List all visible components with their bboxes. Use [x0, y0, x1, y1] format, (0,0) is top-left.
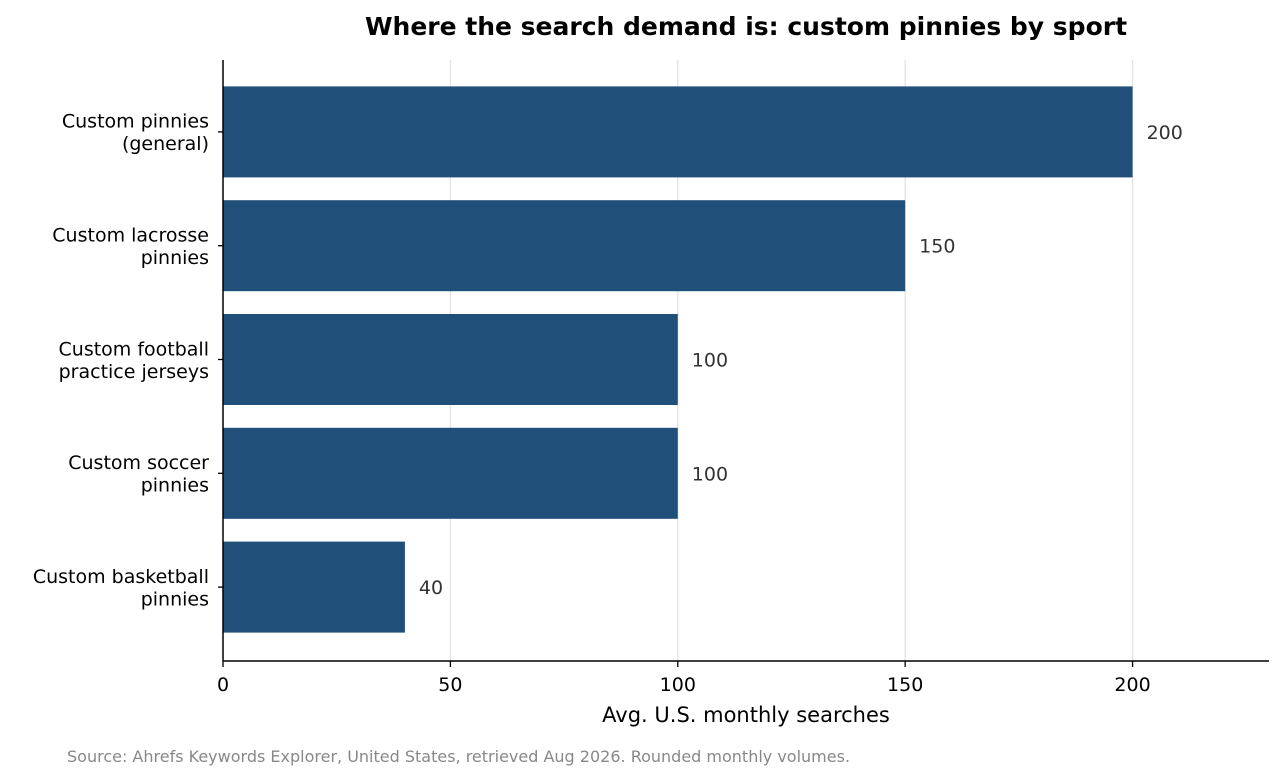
bar-layer: [223, 86, 1133, 633]
chart-title: Where the search demand is: custom pinni…: [365, 12, 1127, 41]
value-label-4: 40: [419, 577, 443, 599]
category-label-0-line-0: Custom pinnies: [62, 111, 209, 133]
bar-4: [223, 541, 405, 633]
source-note: Source: Ahrefs Keywords Explorer, United…: [67, 747, 850, 766]
x-tick-label-200: 200: [1114, 674, 1150, 696]
label-layer: 200 Custom pinnies(general) 150 Custom lacr…: [33, 111, 1183, 696]
axis-layer: [218, 60, 1269, 667]
x-tick-label-0: 0: [217, 674, 229, 696]
category-label-2-line-1: practice jerseys: [59, 361, 209, 383]
bar-1: [223, 200, 906, 292]
category-label-1-line-1: pinnies: [141, 247, 209, 269]
bar-2: [223, 314, 678, 405]
category-label-4-line-0: Custom basketball: [33, 566, 209, 588]
category-label-2-line-0: Custom football: [59, 338, 209, 360]
bar-0: [223, 86, 1133, 178]
category-label-3-line-0: Custom soccer: [68, 452, 209, 474]
value-label-2: 100: [692, 350, 728, 372]
x-tick-label-50: 50: [438, 674, 462, 696]
x-tick-label-100: 100: [660, 674, 696, 696]
x-axis-title: Avg. U.S. monthly searches: [602, 703, 890, 727]
value-label-0: 200: [1147, 122, 1183, 144]
bar-3: [223, 427, 678, 519]
category-label-0-line-1: (general): [122, 133, 209, 155]
category-label-4-line-1: pinnies: [141, 588, 209, 610]
category-label-1-line-0: Custom lacrosse: [52, 224, 209, 246]
category-label-3-line-1: pinnies: [141, 475, 209, 497]
value-label-3: 100: [692, 463, 728, 485]
x-tick-label-150: 150: [887, 674, 923, 696]
value-label-1: 150: [919, 236, 955, 258]
